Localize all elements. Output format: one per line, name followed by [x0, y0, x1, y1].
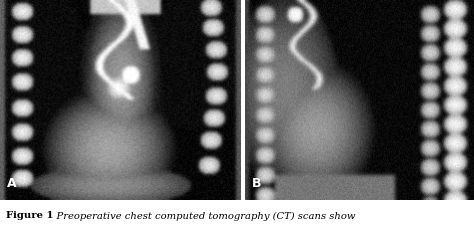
- Text: Figure 1: Figure 1: [6, 211, 53, 221]
- Text: A: A: [7, 177, 17, 190]
- Text: Preoperative chest computed tomography (CT) scans show: Preoperative chest computed tomography (…: [44, 211, 355, 221]
- Text: B: B: [252, 177, 261, 190]
